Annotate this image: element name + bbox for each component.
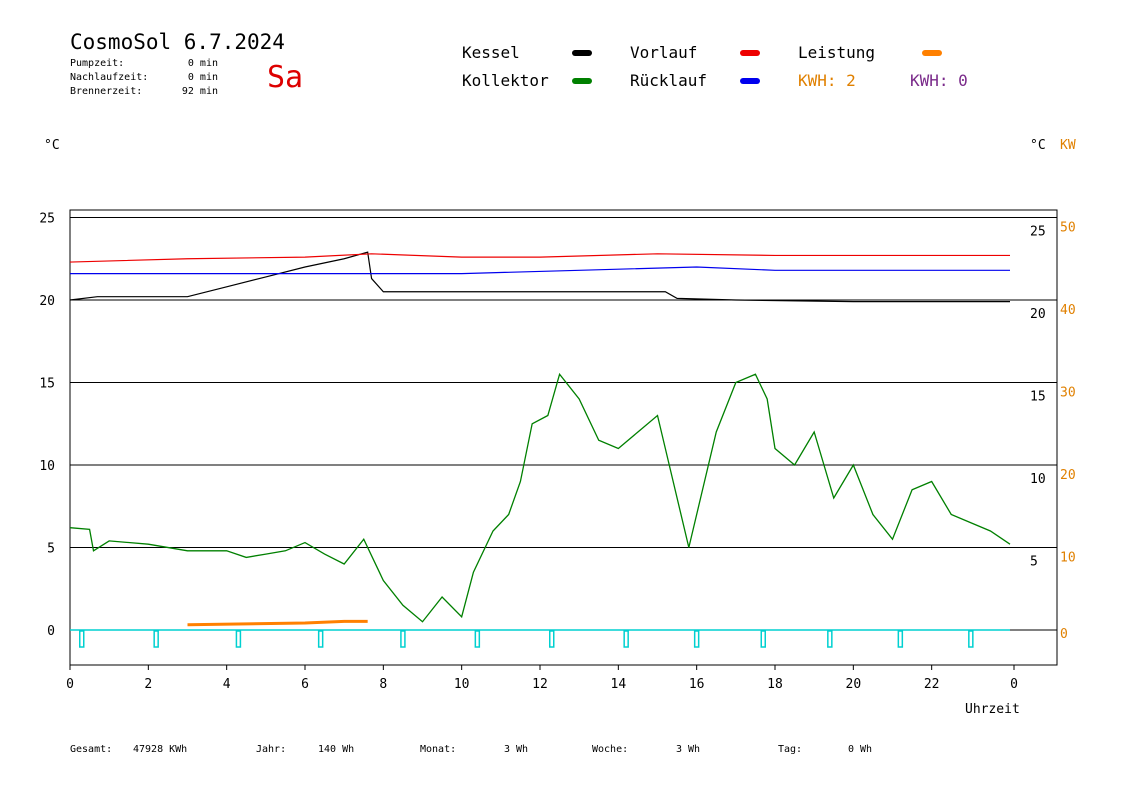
legend-leistung-label: Leistung <box>798 43 876 62</box>
x-tick-label: 12 <box>532 677 548 692</box>
x-tick-label: 18 <box>767 677 783 692</box>
y-left-tick: 0 <box>47 624 55 639</box>
right-axis-kw-unit: KW <box>1060 138 1076 153</box>
x-tick-label: 0 <box>66 677 74 692</box>
x-tick-label: 10 <box>454 677 470 692</box>
x-tick-label: 4 <box>223 677 231 692</box>
y-right-tick: 20 <box>1030 307 1046 322</box>
footer-monat-label: Monat: <box>420 744 457 755</box>
marker <box>760 630 766 648</box>
y-right-tick: 15 <box>1030 390 1046 405</box>
legend-kessel-label: Kessel <box>462 43 520 62</box>
y-right-tick: 10 <box>1030 472 1046 487</box>
y-right-tick: 25 <box>1030 225 1046 240</box>
legend-ruecklauf-label: Rücklauf <box>630 71 708 90</box>
marker <box>549 630 555 648</box>
legend-vorlauf-swatch <box>740 50 760 56</box>
marker <box>968 630 974 648</box>
x-tick-label: 22 <box>924 677 940 692</box>
nachlaufzeit-value: 0 min <box>187 72 218 83</box>
legend-vorlauf-label: Vorlauf <box>630 43 698 62</box>
series-kessel <box>69 251 1010 303</box>
brennerzeit-value: 92 min <box>181 86 218 97</box>
nachlaufzeit-label: Nachlaufzeit: <box>70 72 149 83</box>
x-axis-label: Uhrzeit <box>965 702 1020 717</box>
marker <box>827 630 833 648</box>
y-right-kw-tick: 0 <box>1060 627 1068 642</box>
right-axis-unit: °C <box>1030 138 1046 153</box>
legend-kessel-swatch <box>572 50 592 56</box>
series-kollektor <box>69 372 1011 623</box>
y-right-kw-tick: 50 <box>1060 221 1076 236</box>
y-left-tick: 10 <box>39 459 55 474</box>
series-ruecklauf <box>70 266 1010 275</box>
y-right-tick: 5 <box>1030 555 1038 570</box>
pumpzeit-value: 0 min <box>187 58 218 69</box>
x-tick-label: 20 <box>846 677 862 692</box>
y-right-kw-tick: 40 <box>1060 303 1076 318</box>
x-tick-label: 0 <box>1010 677 1018 692</box>
legend-ruecklauf-swatch <box>740 78 760 84</box>
kwh-total-2: KWH: 0 <box>910 71 968 90</box>
marker <box>474 630 481 648</box>
marker <box>623 630 629 648</box>
footer-gesamt-label: Gesamt: <box>70 744 113 755</box>
y-left-tick: 20 <box>39 294 55 309</box>
footer-monat-value: 3 Wh <box>504 744 529 755</box>
y-right-kw-tick: 10 <box>1060 551 1076 566</box>
y-right-kw-tick: 20 <box>1060 468 1076 483</box>
marker <box>693 630 700 648</box>
kwh-total-1: KWH: 2 <box>798 71 856 90</box>
legend-leistung-swatch <box>922 50 942 56</box>
series-vorlauf <box>69 253 1010 263</box>
marker <box>897 630 904 648</box>
x-tick-label: 2 <box>144 677 152 692</box>
series-leistung <box>187 619 368 627</box>
marker <box>153 630 159 648</box>
y-right-kw-tick: 30 <box>1060 386 1076 401</box>
legend-kollektor-swatch <box>572 78 592 84</box>
marker <box>400 630 406 648</box>
footer-jahr-label: Jahr: <box>256 744 287 755</box>
footer-woche-value: 3 Wh <box>676 744 701 755</box>
y-left-tick: 5 <box>47 542 55 557</box>
brennerzeit-label: Brennerzeit: <box>70 86 143 97</box>
marker <box>235 630 242 648</box>
x-tick-label: 8 <box>379 677 387 692</box>
x-tick-label: 6 <box>301 677 309 692</box>
marker <box>317 630 324 648</box>
marker <box>79 630 85 648</box>
chart-title: CosmoSol 6.7.2024 <box>70 30 285 54</box>
footer-woche-label: Woche: <box>592 744 629 755</box>
left-axis-unit: °C <box>44 138 60 153</box>
plot-frame <box>69 209 1058 666</box>
y-left-tick: 25 <box>39 212 55 227</box>
legend-kollektor-label: Kollektor <box>462 71 549 90</box>
footer-tag-label: Tag: <box>778 744 803 755</box>
footer-tag-value: 0 Wh <box>848 744 873 755</box>
pumpzeit-label: Pumpzeit: <box>70 58 125 69</box>
footer-gesamt-value: 47928 KWh <box>133 744 188 755</box>
x-tick-label: 16 <box>689 677 705 692</box>
y-left-tick: 15 <box>39 377 55 392</box>
footer-jahr-value: 140 Wh <box>318 744 355 755</box>
weekday-label: Sa <box>267 60 304 95</box>
x-tick-label: 14 <box>611 677 627 692</box>
